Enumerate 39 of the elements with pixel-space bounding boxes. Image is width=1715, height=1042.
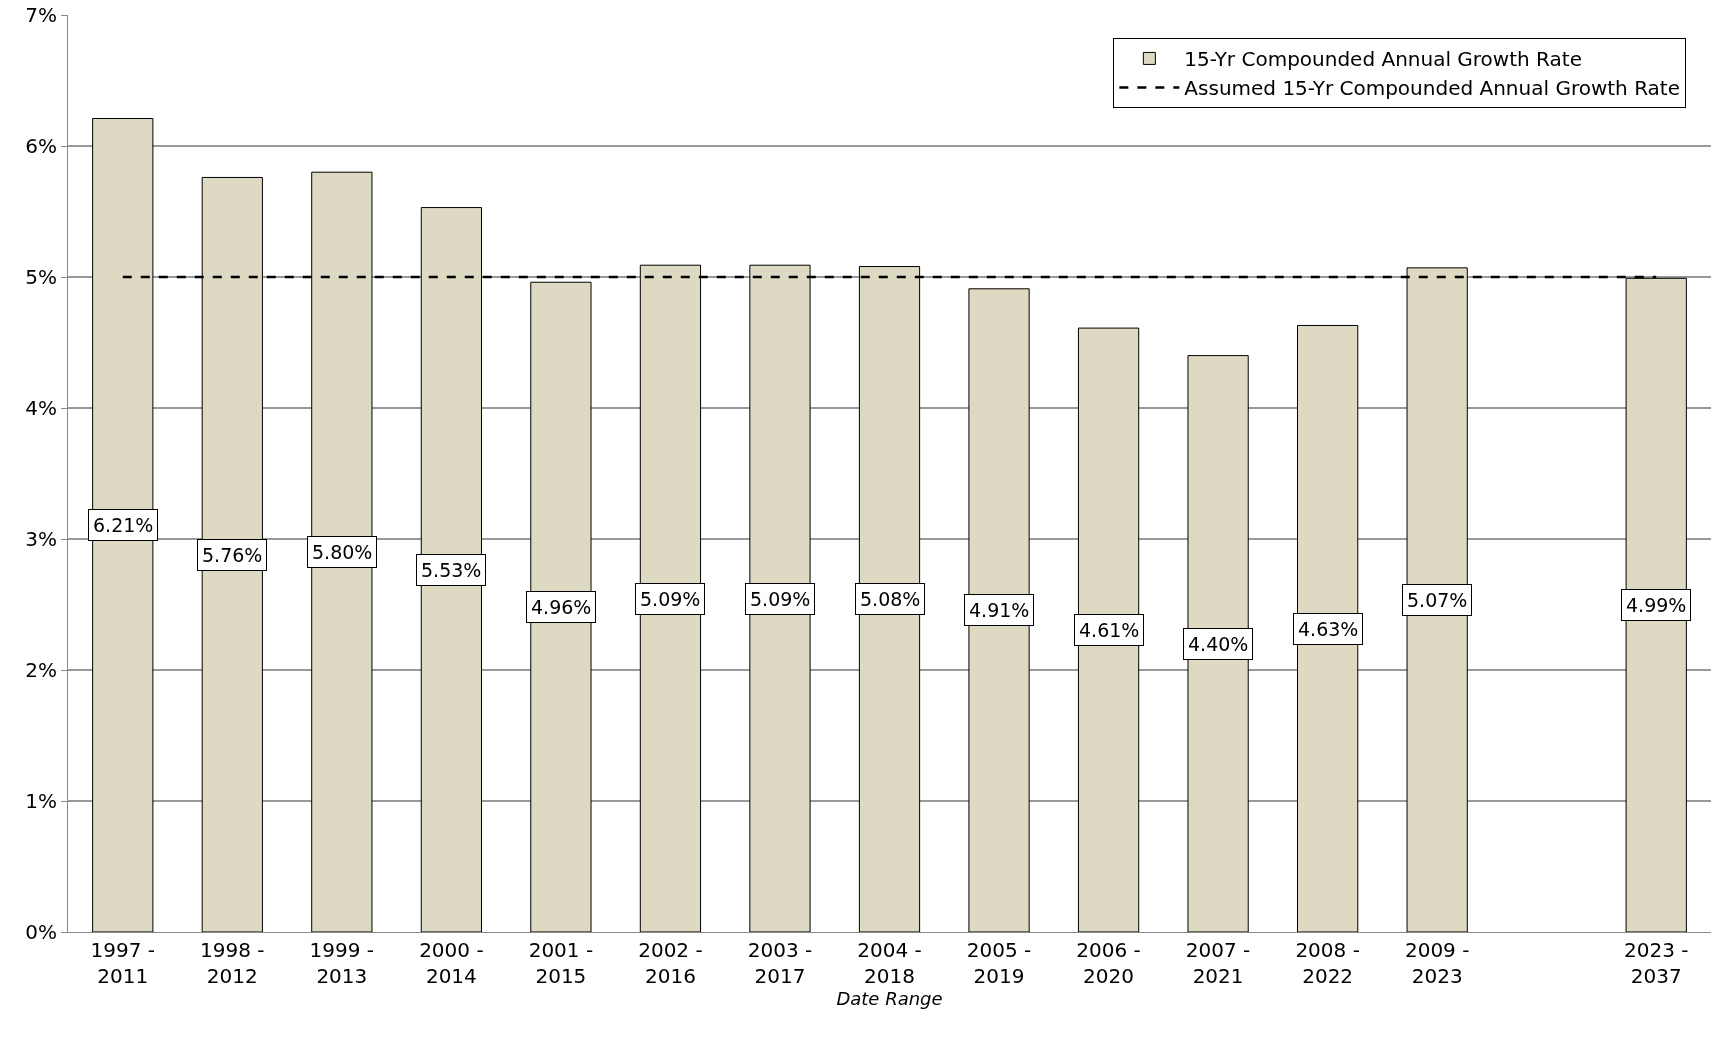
data-label: 4.91% — [969, 599, 1030, 621]
y-tick-label: 2% — [25, 658, 57, 682]
data-label: 5.07% — [1407, 589, 1468, 611]
x-tick-label: 2005 - 2019 — [966, 938, 1032, 988]
x-tick-label: 2009 - 2023 — [1404, 938, 1470, 988]
x-tick-label: 2023 - 2037 — [1623, 938, 1689, 988]
legend-label: 15-Yr Compounded Annual Growth Rate — [1184, 47, 1582, 72]
x-tick-label: 2007 - 2021 — [1185, 938, 1251, 988]
legend-label: Assumed 15-Yr Compounded Annual Growth Rate — [1184, 76, 1680, 101]
data-label: 5.09% — [750, 588, 811, 610]
y-tick-label: 1% — [25, 789, 57, 813]
x-tick-label: 2004 - 2018 — [857, 938, 922, 988]
y-tick-label: 7% — [25, 3, 57, 27]
data-label: 5.08% — [860, 588, 921, 610]
data-label: 5.09% — [640, 588, 701, 610]
x-tick-label: 2000 - 2014 — [419, 938, 484, 988]
y-tick-label: 5% — [25, 265, 57, 289]
x-tick-label: 2002 - 2016 — [638, 938, 703, 988]
x-tick-label: 2008 - 2022 — [1295, 938, 1360, 988]
y-tick-label: 3% — [25, 527, 57, 551]
data-label: 4.40% — [1188, 633, 1249, 655]
x-axis-title: Date Range — [836, 988, 943, 1010]
data-label: 6.21% — [93, 514, 154, 536]
data-label: 5.80% — [312, 541, 373, 563]
y-tick-label: 4% — [25, 396, 57, 420]
x-tick-label: 1997 - 2011 — [90, 938, 156, 988]
data-label: 4.99% — [1626, 594, 1687, 616]
x-tick-label: 1998 - 2012 — [200, 938, 265, 988]
data-label: 5.53% — [421, 559, 482, 581]
y-tick-label: 0% — [25, 920, 57, 944]
data-label: 4.96% — [531, 596, 592, 618]
x-tick-label: 2001 - 2015 — [528, 938, 594, 988]
x-tick-label: 2006 - 2020 — [1076, 938, 1141, 988]
data-label: 5.76% — [202, 544, 263, 566]
data-label: 4.61% — [1079, 619, 1140, 641]
data-label: 4.63% — [1298, 618, 1359, 640]
x-tick-label: 1999 - 2013 — [309, 938, 375, 988]
x-tick-label: 2003 - 2017 — [747, 938, 813, 988]
y-tick-label: 6% — [25, 134, 57, 158]
